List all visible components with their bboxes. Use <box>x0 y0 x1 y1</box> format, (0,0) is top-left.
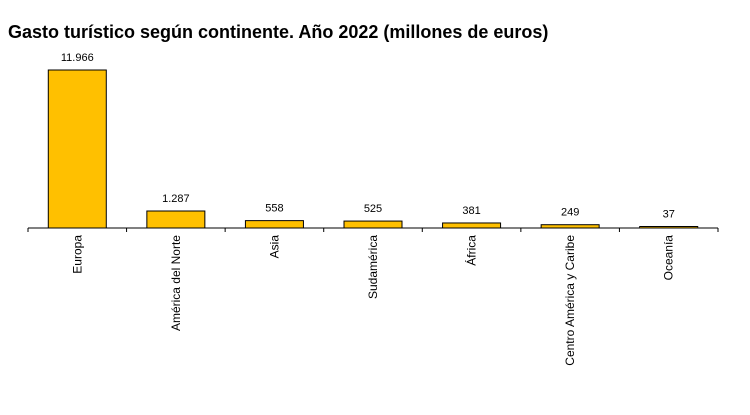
category-label-5: Centro América y Caribe <box>563 235 577 366</box>
value-label-6: 37 <box>663 209 675 221</box>
category-label-1: América del Norte <box>169 235 183 331</box>
category-label-3: Sudamérica <box>366 235 380 299</box>
bar-6 <box>639 226 699 229</box>
bar-0 <box>47 69 107 229</box>
value-label-4: 381 <box>462 205 480 217</box>
bar-2 <box>244 220 304 229</box>
value-label-0: 11.966 <box>61 52 94 64</box>
category-label-4: África <box>464 235 479 266</box>
value-label-3: 525 <box>364 203 382 215</box>
category-label-2: Asia <box>267 235 281 259</box>
bar-5 <box>540 224 600 229</box>
category-label-0: Europa <box>70 235 84 274</box>
bar-1 <box>146 210 206 229</box>
value-label-5: 249 <box>561 207 579 219</box>
chart-title: Gasto turístico según continente. Año 20… <box>8 22 549 42</box>
value-label-1: 1.287 <box>162 193 190 205</box>
bar-3 <box>343 220 403 229</box>
category-label-6: Oceanía <box>662 235 676 281</box>
bar-4 <box>442 222 502 229</box>
value-label-2: 558 <box>265 203 283 215</box>
